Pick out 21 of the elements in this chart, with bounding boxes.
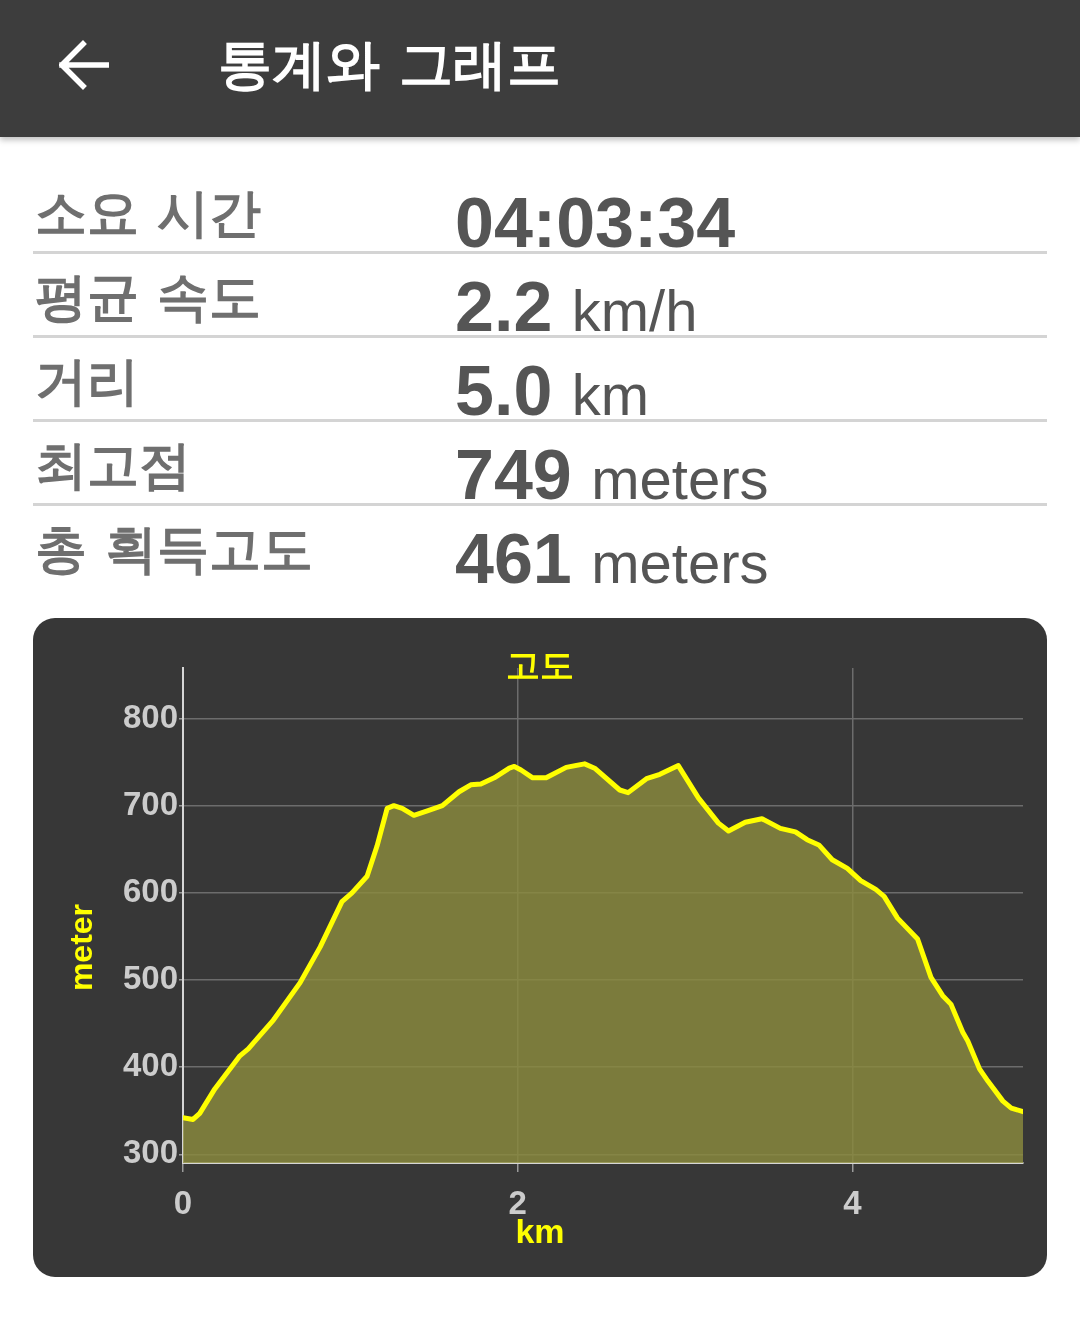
text: 평균 속도 bbox=[35, 267, 262, 327]
y-tick-label: 600 bbox=[122, 871, 178, 909]
text: 소요 시간 bbox=[35, 183, 262, 243]
y-tick-label: 400 bbox=[122, 1046, 178, 1084]
y-tick-label: 500 bbox=[122, 959, 178, 997]
chart-title: 고도 bbox=[506, 644, 574, 685]
text: 5.0 km bbox=[455, 352, 650, 430]
y-tick-label: 300 bbox=[122, 1133, 178, 1171]
text: 총 획득고도 bbox=[35, 519, 314, 579]
text: 거리 bbox=[35, 351, 139, 411]
text: 461 meters bbox=[455, 520, 769, 598]
x-tick-label: 4 bbox=[843, 1183, 863, 1221]
x-tick-label: 0 bbox=[173, 1183, 193, 1221]
text: 최고점 bbox=[35, 435, 191, 495]
y-tick-label: 800 bbox=[122, 697, 178, 735]
text: 749 meters bbox=[455, 436, 769, 514]
text: 04:03:34 bbox=[455, 184, 736, 262]
y-axis-title: meter bbox=[62, 903, 99, 992]
y-tick-label: 700 bbox=[122, 784, 178, 822]
text: 2.2 km/h bbox=[455, 268, 698, 346]
text: 통계와 그래프 bbox=[218, 33, 561, 96]
